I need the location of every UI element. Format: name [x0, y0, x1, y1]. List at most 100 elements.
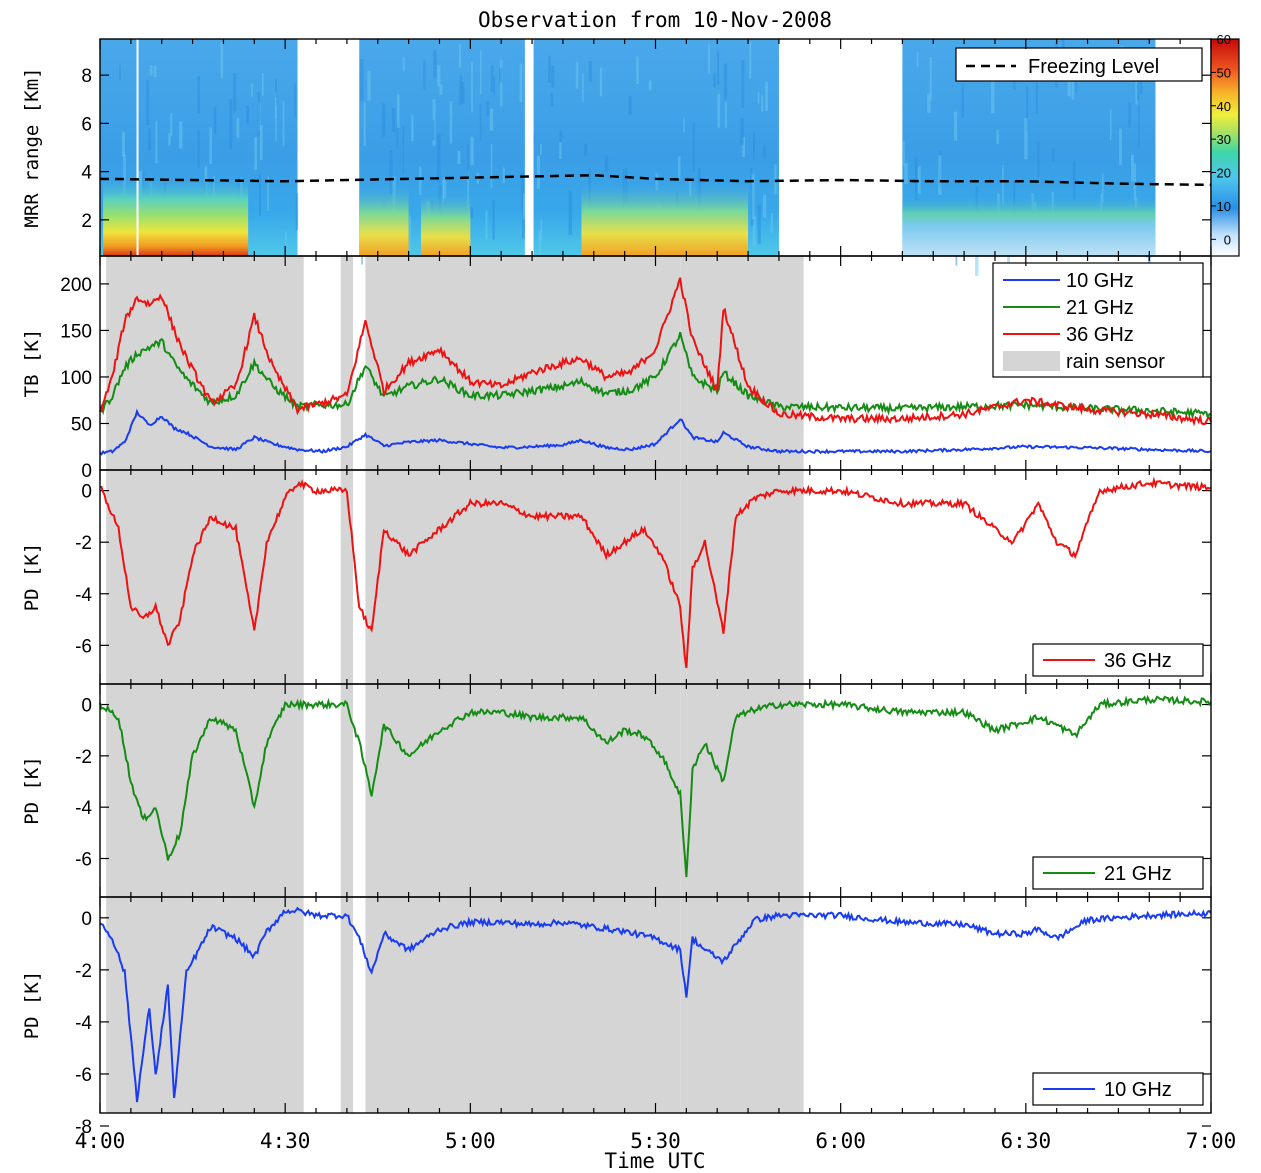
mrr-texture	[251, 83, 253, 97]
y-tick-label: -6	[75, 850, 92, 871]
mrr-texture	[439, 84, 443, 96]
x-tick-label: 6:30	[1001, 1129, 1052, 1153]
tb-line-21ghz	[99, 331, 1212, 421]
mrr-gap-0	[136, 39, 139, 256]
mrr-texture	[285, 231, 287, 258]
mrr-texture	[724, 102, 728, 128]
mrr-texture	[437, 133, 441, 183]
mrr-texture	[170, 113, 173, 137]
legend-box	[955, 47, 1203, 82]
mrr-texture	[752, 132, 755, 160]
colorbar-tick-label: 30	[1217, 132, 1231, 147]
chart-title: Observation from 10-Nov-2008	[478, 8, 832, 32]
pd-legend-10ghz: 10 GHz	[1032, 1072, 1204, 1106]
y-tick-label: 0	[81, 909, 92, 930]
mrr-texture	[770, 213, 773, 233]
mrr-rain-core-4	[902, 195, 1156, 256]
mrr-texture	[757, 204, 761, 244]
y-axis-pd-10: 0 -2 -4 -6 -8 PD [K]	[21, 909, 1211, 1138]
y-axis-pd-21: 0 -2 -4 -6 PD [K]	[21, 696, 1211, 871]
mrr-texture	[915, 157, 918, 200]
legend-label: 36 GHz	[1066, 324, 1134, 346]
x-axis: 4:00 4:30 5:00 5:30 6:00 6:30 7:00	[75, 39, 1236, 1153]
mrr-texture	[402, 126, 405, 175]
mrr-texture	[258, 174, 261, 216]
mrr-texture	[636, 56, 639, 85]
mrr-texture	[359, 59, 364, 102]
mrr-texture	[408, 215, 411, 265]
mrr-texture	[432, 120, 435, 141]
x-tick-label: 5:00	[445, 1129, 496, 1153]
y-tick-label: -2	[75, 747, 92, 768]
mrr-texture	[559, 142, 562, 160]
mrr-texture	[540, 219, 543, 241]
y-axis-label: PD [K]	[21, 971, 43, 1040]
mrr-texture	[762, 194, 767, 218]
mrr-texture	[749, 41, 752, 79]
mrr-texture	[254, 137, 258, 171]
mrr-texture	[467, 144, 469, 177]
mrr-texture	[1072, 161, 1076, 201]
mrr-texture	[1037, 141, 1040, 178]
y-tick-label: 0	[81, 696, 92, 717]
mrr-texture	[148, 128, 152, 151]
x-tick-label: 4:00	[75, 1129, 126, 1153]
colorbar: 60 50 40 30 20 10 0	[1210, 32, 1240, 257]
mrr-texture	[1109, 109, 1112, 140]
mrr-texture	[433, 49, 437, 78]
mrr-texture	[757, 92, 760, 104]
mrr-texture	[717, 51, 720, 85]
mrr-texture	[499, 59, 503, 107]
y-tick-label: -2	[75, 961, 92, 982]
mrr-texture	[470, 207, 474, 218]
y-tick-label: -8	[75, 1117, 92, 1138]
mrr-texture	[741, 60, 745, 108]
mrr-texture	[236, 117, 240, 138]
mrr-rain-core-1	[359, 183, 409, 256]
mrr-rain-core-3	[581, 181, 749, 256]
mrr-texture	[568, 191, 572, 235]
mrr-texture	[257, 92, 260, 137]
mrr-texture	[1024, 117, 1028, 160]
mrr-texture	[774, 164, 777, 195]
mrr-texture	[522, 194, 526, 220]
y-axis-label: TB [K]	[21, 329, 43, 398]
mrr-texture	[449, 101, 453, 144]
mrr-legend: Freezing Level	[955, 47, 1203, 82]
mrr-texture	[929, 57, 932, 101]
y-tick-label: 2	[81, 211, 92, 232]
mrr-texture	[396, 123, 399, 150]
mrr-texture	[274, 92, 277, 119]
legend-label: 10 GHz	[1066, 270, 1134, 292]
mrr-texture	[953, 111, 958, 141]
mrr-texture	[437, 65, 441, 87]
mrr-texture	[532, 132, 536, 145]
x-tick-label: 6:00	[815, 1129, 866, 1153]
mrr-texture	[381, 103, 386, 137]
mrr-texture	[149, 65, 153, 76]
mrr-texture	[123, 154, 126, 196]
mrr-texture	[119, 64, 121, 80]
y-tick-label: 50	[71, 414, 92, 435]
mrr-texture	[904, 163, 908, 184]
y-tick-label: 0	[81, 482, 92, 503]
mrr-texture	[295, 193, 299, 231]
colorbar-tick-label: 60	[1217, 32, 1231, 47]
mrr-texture	[1052, 148, 1055, 162]
y-tick-label: -6	[75, 1065, 92, 1086]
mrr-texture	[1101, 173, 1104, 203]
legend-label: 21 GHz	[1066, 297, 1134, 319]
mrr-texture	[536, 155, 541, 189]
mrr-texture	[282, 100, 285, 147]
mrr-texture	[540, 144, 542, 155]
mrr-texture	[411, 114, 414, 142]
mrr-texture	[991, 80, 995, 114]
colorbar-tick-label: 0	[1224, 232, 1231, 247]
mrr-texture	[294, 83, 297, 117]
mrr-texture	[471, 62, 473, 113]
mrr-texture	[275, 106, 277, 142]
colorbar-tick-label: 10	[1217, 199, 1231, 214]
y-tick-label: -2	[75, 533, 92, 554]
legend-label: 36 GHz	[1104, 650, 1172, 672]
pd-line-10ghz	[99, 906, 1212, 1103]
